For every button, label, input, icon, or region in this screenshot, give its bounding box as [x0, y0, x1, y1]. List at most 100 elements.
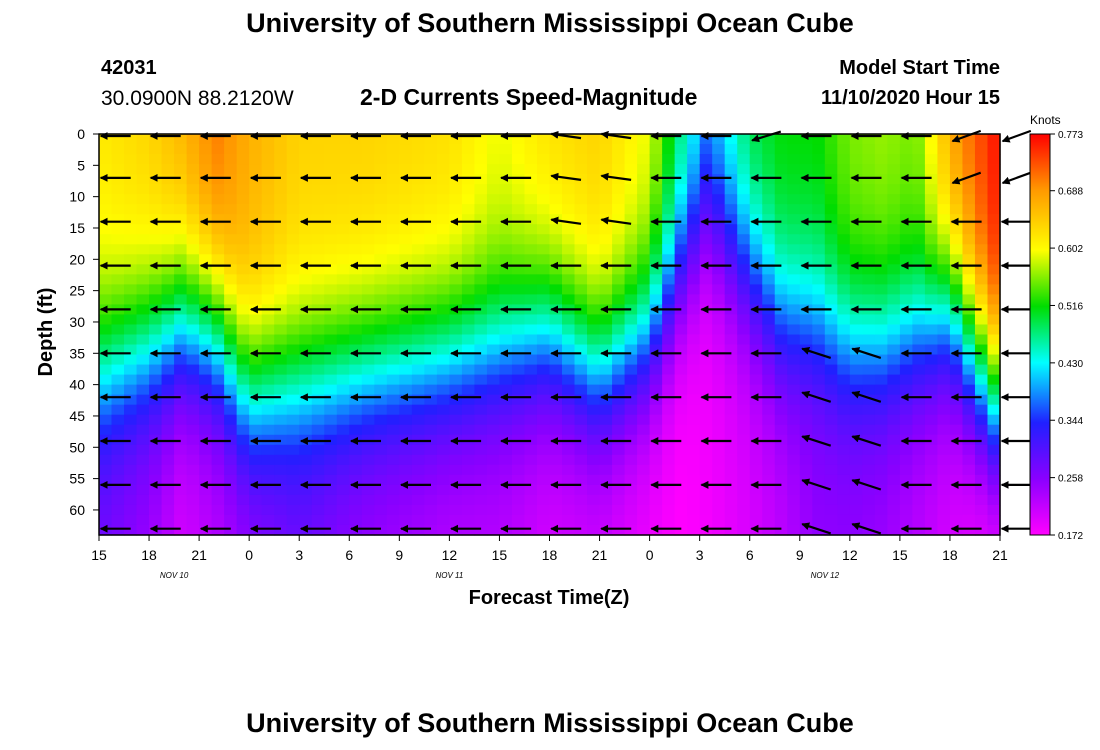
heatmap-cell — [962, 164, 976, 175]
y-tick-label: 35 — [69, 345, 85, 361]
heatmap-cell — [612, 494, 626, 506]
heatmap-cell — [111, 174, 125, 185]
heatmap-cell — [111, 144, 125, 155]
heatmap-cell — [924, 134, 939, 145]
heatmap-cell — [211, 324, 225, 336]
heatmap-cell — [449, 474, 463, 486]
heatmap-cell — [274, 394, 288, 406]
heatmap-cell — [386, 334, 400, 346]
heatmap-cell — [511, 204, 526, 215]
heatmap-cell — [637, 314, 651, 326]
heatmap-cell — [499, 314, 513, 326]
heatmap-cell — [449, 244, 463, 255]
heatmap-cell — [737, 334, 751, 346]
heatmap-cell — [449, 264, 463, 275]
heatmap-cell — [499, 194, 513, 205]
heatmap-cell — [724, 204, 738, 215]
heatmap-cell — [499, 384, 513, 396]
heatmap-cell — [987, 304, 1001, 316]
heatmap-cell — [436, 414, 450, 426]
heatmap-cell — [787, 354, 801, 366]
heatmap-cell — [924, 234, 939, 245]
heatmap-cell — [211, 224, 225, 235]
heatmap-cell — [424, 334, 438, 346]
heatmap-cell — [799, 374, 813, 386]
heatmap-cell — [436, 164, 450, 175]
heatmap-cell — [587, 334, 601, 346]
heatmap-cell — [174, 144, 188, 155]
heatmap-cell — [962, 474, 976, 486]
heatmap-cell — [799, 394, 813, 406]
heatmap-cell — [787, 394, 801, 406]
heatmap-cell — [812, 194, 826, 205]
heatmap-cell — [862, 354, 876, 366]
heatmap-cell — [737, 364, 751, 376]
heatmap-cell — [161, 364, 175, 376]
heatmap-cell — [937, 424, 951, 436]
heatmap-cell — [687, 264, 701, 275]
heatmap-cell — [511, 244, 526, 255]
heatmap-cell — [249, 184, 263, 195]
heatmap-cell — [386, 484, 400, 496]
heatmap-cell — [549, 274, 563, 285]
heatmap-cell — [374, 384, 388, 396]
heatmap-cell — [174, 374, 188, 386]
heatmap-cell — [211, 144, 225, 155]
heatmap-cell — [424, 364, 438, 376]
heatmap-cell — [587, 364, 601, 376]
heatmap-cell — [637, 494, 651, 506]
heatmap-cell — [436, 494, 450, 506]
heatmap-cell — [574, 454, 588, 466]
heatmap-cell — [787, 234, 801, 245]
heatmap-cell — [737, 234, 751, 245]
heatmap-cell — [386, 394, 400, 406]
heatmap-cell — [486, 504, 501, 516]
heatmap-cell — [687, 244, 701, 255]
heatmap-cell — [174, 504, 188, 516]
heatmap-cell — [224, 284, 238, 295]
heatmap-cell — [612, 444, 626, 456]
heatmap-cell — [837, 484, 851, 496]
heatmap-cell — [324, 194, 338, 205]
heatmap-cell — [374, 214, 388, 225]
heatmap-cell — [712, 504, 726, 516]
heatmap-cell — [474, 394, 488, 406]
heatmap-cell — [912, 184, 926, 195]
heatmap-cell — [299, 144, 313, 155]
heatmap-cell — [474, 274, 488, 285]
heatmap-cell — [374, 464, 388, 476]
heatmap-cell — [949, 324, 964, 336]
heatmap-cell — [524, 374, 538, 386]
heatmap-cell — [837, 174, 851, 185]
heatmap-cell — [99, 424, 113, 436]
heatmap-cell — [536, 334, 551, 346]
heatmap-cell — [937, 404, 951, 416]
heatmap-cell — [386, 144, 400, 155]
heatmap-cell — [111, 254, 125, 265]
heatmap-cell — [862, 404, 876, 416]
heatmap-cell — [336, 394, 350, 406]
heatmap-cell — [937, 434, 951, 446]
heatmap-cell — [662, 454, 676, 466]
heatmap-cell — [674, 454, 688, 466]
heatmap-cell — [461, 474, 476, 486]
heatmap-cell — [186, 194, 200, 205]
heatmap-cell — [824, 214, 838, 225]
heatmap-cell — [812, 384, 826, 396]
heatmap-cell — [374, 144, 388, 155]
heatmap-cell — [399, 174, 413, 185]
heatmap-cell — [386, 424, 400, 436]
heatmap-cell — [562, 224, 576, 235]
heatmap-cell — [524, 234, 538, 245]
heatmap-cell — [186, 514, 200, 526]
heatmap-cell — [749, 184, 763, 195]
heatmap-cell — [549, 404, 563, 416]
heatmap-cell — [562, 324, 576, 336]
heatmap-cell — [511, 154, 526, 165]
heatmap-cell — [286, 234, 300, 245]
heatmap-cell — [474, 464, 488, 476]
heatmap-cell — [324, 314, 338, 326]
heatmap-cell — [374, 224, 388, 235]
heatmap-cell — [712, 314, 726, 326]
heatmap-cell — [912, 384, 926, 396]
